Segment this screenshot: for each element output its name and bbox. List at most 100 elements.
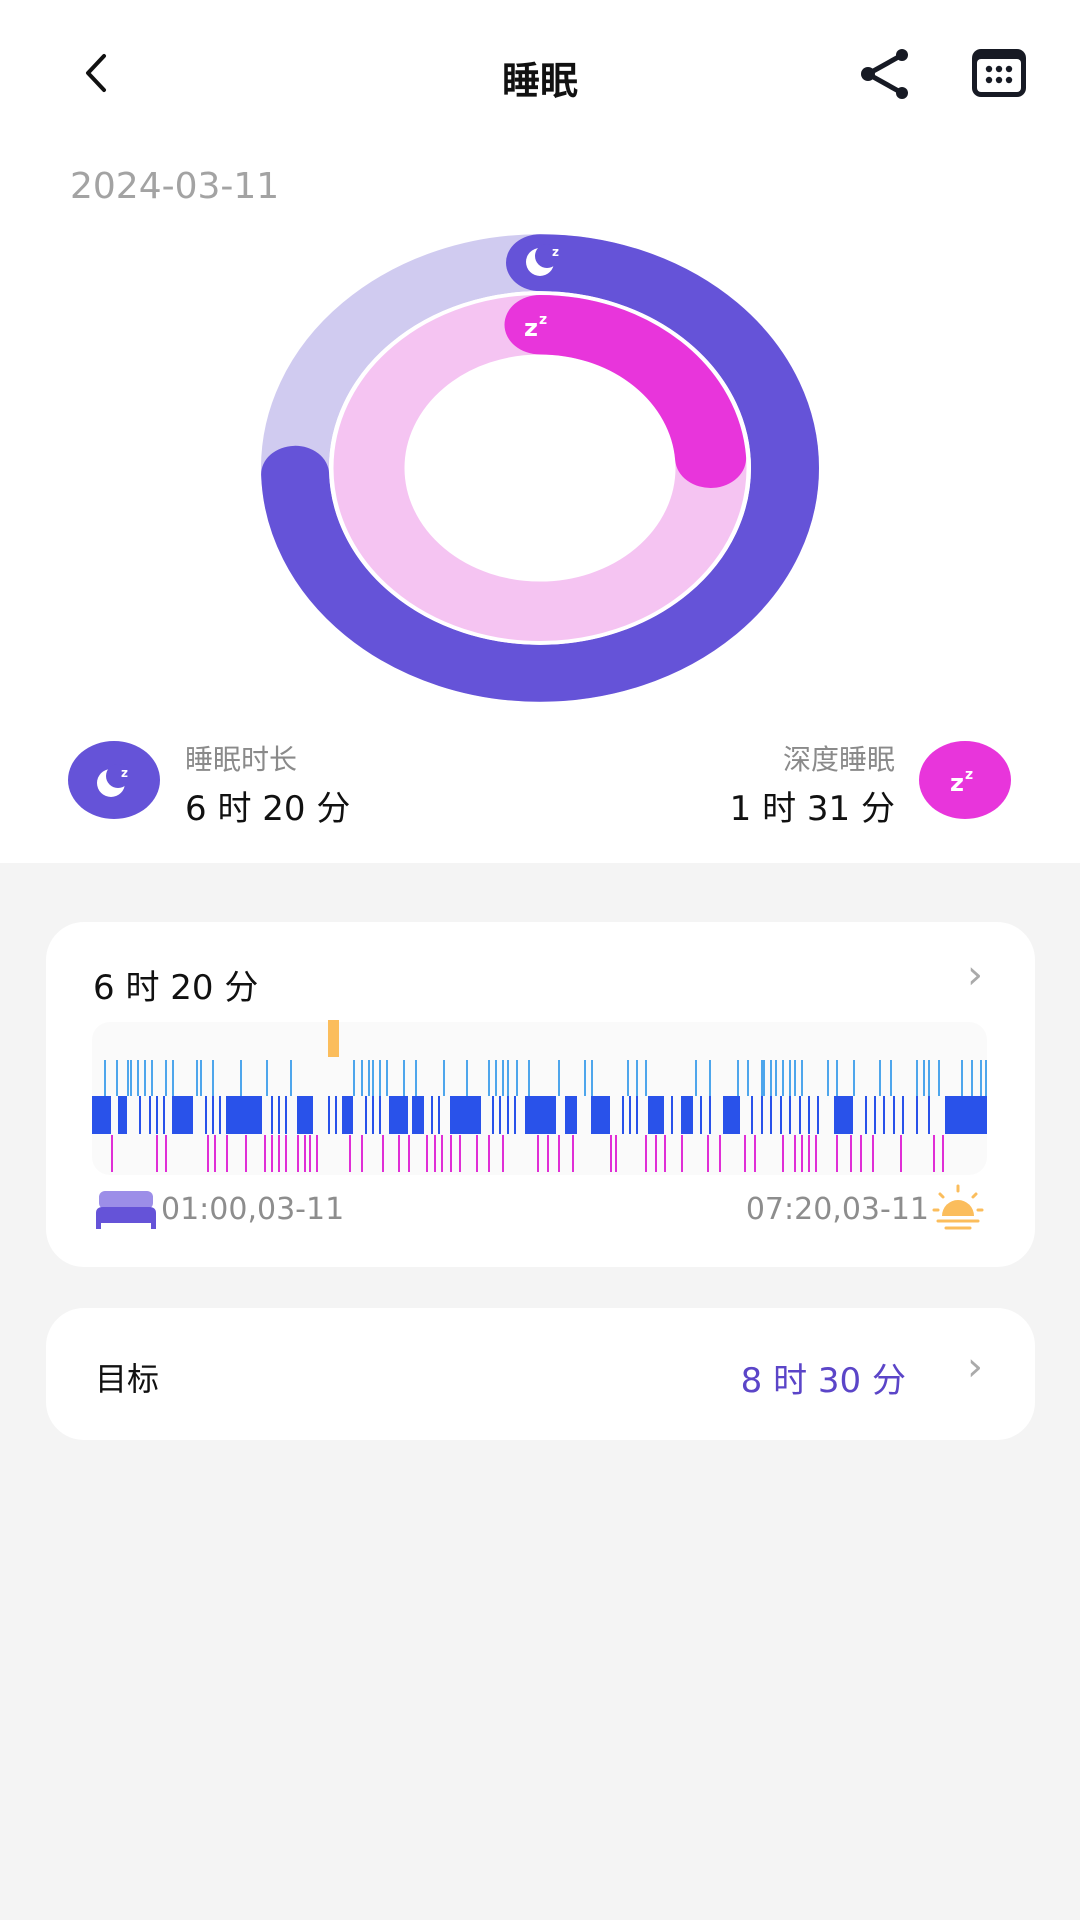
stage-bar-row-2	[584, 1060, 587, 1096]
stage-bar-row-3	[278, 1096, 281, 1134]
stage-bar-row-4	[808, 1135, 810, 1172]
stage-bar-row-2	[527, 1060, 530, 1096]
stage-bar-row-4	[245, 1135, 248, 1172]
sleep-detail-card[interactable]: 6 时 20 分 › 01:00,03-11 07:20,03-11	[46, 922, 1035, 1267]
goal-row[interactable]: 目标 8 时 30 分 ›	[46, 1308, 1035, 1440]
stage-bar-row-2	[143, 1060, 146, 1096]
stage-bar-row-3	[412, 1096, 425, 1134]
stage-bar-row-3	[629, 1096, 631, 1134]
stage-bar-row-4	[836, 1135, 839, 1172]
stage-bar-row-3	[219, 1096, 222, 1134]
stage-bar-row-2	[212, 1060, 215, 1096]
stage-bar-row-3	[388, 1096, 408, 1134]
back-button[interactable]	[72, 48, 122, 98]
stage-bar-row-4	[782, 1135, 785, 1172]
stage-bar-row-4	[285, 1135, 288, 1172]
stage-bar-row-2	[694, 1060, 697, 1096]
start-time: 01:00,03-11	[161, 1192, 345, 1227]
stage-bar-row-2	[172, 1060, 175, 1096]
stage-bar-row-3	[139, 1096, 142, 1134]
stage-bar-row-4	[718, 1135, 721, 1172]
stage-bar-row-2	[442, 1060, 445, 1096]
stage-bar-row-4	[303, 1135, 306, 1172]
stage-bar-row-3	[789, 1096, 792, 1134]
stage-bar-row-4	[654, 1135, 657, 1172]
stage-bar-row-2	[466, 1060, 469, 1096]
stage-bar-row-4	[308, 1135, 311, 1172]
page-title: 睡眠	[501, 59, 578, 103]
stage-bar-row-3	[798, 1096, 801, 1134]
stage-bar-row-2	[591, 1060, 594, 1096]
stage-bar-row-4	[296, 1135, 299, 1172]
stage-bar-row-3	[680, 1096, 693, 1134]
stage-bar-row-2	[487, 1060, 490, 1096]
stage-bar-row-4	[753, 1135, 756, 1172]
calendar-button[interactable]	[970, 47, 1028, 99]
stage-bar-row-2	[379, 1060, 382, 1096]
bed-icon	[96, 1191, 156, 1229]
stage-bar-row-3	[892, 1096, 895, 1134]
stage-bar-row-2	[916, 1060, 919, 1096]
stage-bar-row-4	[932, 1135, 935, 1172]
stage-bar-row-4	[360, 1135, 363, 1172]
stage-bar-row-4	[744, 1135, 747, 1172]
stage-bar-row-4	[407, 1135, 410, 1172]
stage-bar-row-2	[200, 1060, 203, 1096]
stage-bar-row-3	[671, 1096, 674, 1134]
stage-bar-row-4	[899, 1135, 902, 1172]
stage-bar-row-2	[289, 1060, 292, 1096]
share-button[interactable]	[858, 47, 912, 101]
stage-bar-row-2	[782, 1060, 785, 1096]
stage-bar-row-3	[285, 1096, 288, 1134]
stage-bar-row-2	[414, 1060, 417, 1096]
stage-bar-row-2	[760, 1060, 763, 1096]
stage-bar-row-3	[117, 1096, 128, 1134]
stage-bar-row-2	[360, 1060, 363, 1096]
stage-bar-row-4	[110, 1135, 113, 1172]
stage-bar-row-2	[494, 1060, 497, 1096]
stage-bar-row-4	[381, 1135, 384, 1172]
stage-bar-row-2	[353, 1060, 356, 1096]
sunrise-icon	[932, 1184, 984, 1230]
stage-bar-row-3	[883, 1096, 886, 1134]
stage-bar-row-4	[278, 1135, 281, 1172]
stage-bar-row-4	[426, 1135, 429, 1172]
stage-bar-row-4	[537, 1135, 540, 1172]
stage-bar-row-4	[800, 1135, 803, 1172]
stage-bar-row-4	[859, 1135, 862, 1172]
stage-bar-row-3	[621, 1096, 624, 1134]
stage-bar-row-2	[793, 1060, 796, 1096]
stage-bar-row-3	[699, 1096, 702, 1134]
stage-bar-row-3	[808, 1096, 810, 1134]
svg-text:z: z	[524, 314, 538, 342]
stage-bar-row-3	[271, 1096, 273, 1134]
stage-bar-row-3	[205, 1096, 208, 1134]
stage-bar-row-2	[367, 1060, 370, 1096]
stage-bar-row-4	[793, 1135, 796, 1172]
stage-bar-row-3	[365, 1096, 368, 1134]
stage-bar-row-4	[815, 1135, 818, 1172]
stage-bar-row-4	[155, 1135, 158, 1172]
stage-bar-row-4	[706, 1135, 709, 1172]
sleep-rings: z z z	[261, 234, 819, 702]
stage-bar-row-3	[450, 1096, 481, 1134]
stage-bar-row-4	[680, 1135, 683, 1172]
stage-bar-row-4	[572, 1135, 575, 1172]
stage-bar-row-4	[546, 1135, 549, 1172]
stage-bar-row-1	[327, 1020, 340, 1057]
stage-bar-row-4	[871, 1135, 874, 1172]
stage-bar-row-3	[709, 1096, 712, 1134]
stage-bar-row-2	[515, 1060, 518, 1096]
stage-bar-row-4	[271, 1135, 273, 1172]
stage-bar-row-2	[961, 1060, 964, 1096]
stage-bar-row-4	[487, 1135, 490, 1172]
stage-bar-row-2	[928, 1060, 931, 1096]
zz-icon: z z	[524, 312, 547, 342]
stage-bar-row-3	[379, 1096, 382, 1134]
stage-bar-row-2	[195, 1060, 198, 1096]
stage-bar-row-2	[558, 1060, 561, 1096]
chevron-left-icon	[86, 54, 106, 92]
stage-bar-row-3	[162, 1096, 165, 1134]
stage-bar-row-4	[315, 1135, 318, 1172]
